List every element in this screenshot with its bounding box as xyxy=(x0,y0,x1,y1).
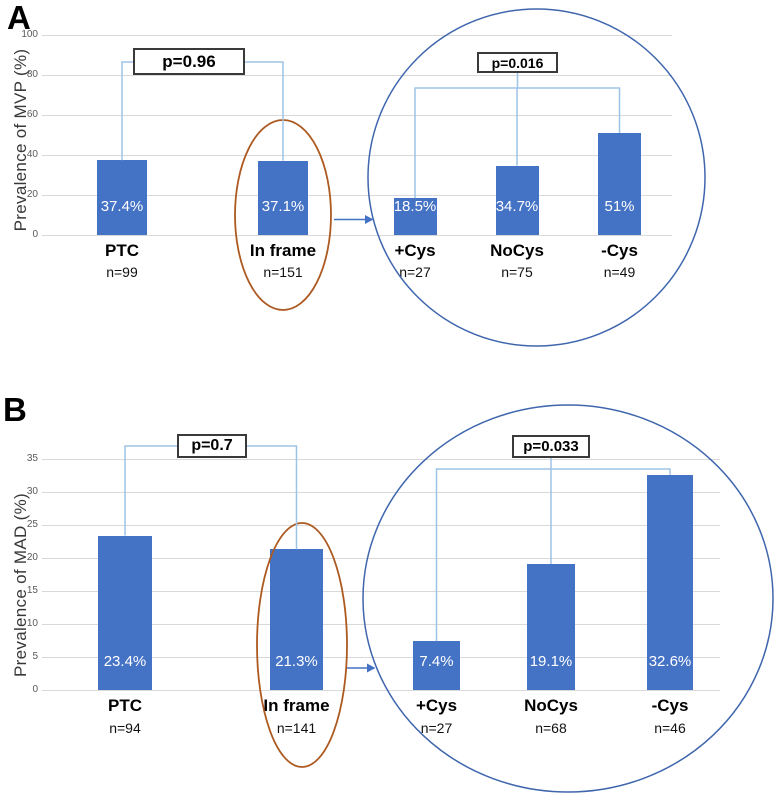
category-label-nocys: NoCys xyxy=(490,241,544,260)
y-tick-label: 80 xyxy=(26,69,38,80)
bar-ptc xyxy=(97,160,147,235)
category-label-ptc: PTC xyxy=(108,696,142,715)
bar-plus-cys xyxy=(413,641,460,690)
n-count-label-in-frame: n=151 xyxy=(263,264,303,280)
y-tick-label: 35 xyxy=(26,453,38,464)
category-label-plus-cys: +Cys xyxy=(394,241,436,260)
category-label-nocys: NoCys xyxy=(524,696,578,715)
p-value-box-b-ptc-vs-inframe: p=0.7 xyxy=(177,434,247,458)
p-value-box-a-cys-groups: p=0.016 xyxy=(477,52,558,73)
n-count-label-minus-cys: n=46 xyxy=(654,720,686,736)
significance-bracket xyxy=(414,73,621,198)
y-tick-label: 30 xyxy=(26,486,38,497)
gridline xyxy=(42,491,720,493)
gridline xyxy=(42,590,720,592)
y-tick-label: 0 xyxy=(32,684,38,695)
p-value-box-a-ptc-vs-inframe: p=0.96 xyxy=(133,48,245,75)
gridline xyxy=(42,114,672,116)
panel-a-letter: A xyxy=(7,0,31,36)
gridline xyxy=(42,689,720,691)
y-tick-label: 10 xyxy=(26,618,38,629)
cys-subgroup-circle-a xyxy=(367,8,706,347)
bar-value-label-minus-cys: 51% xyxy=(604,198,635,215)
bar-value-label-in-frame: 21.3% xyxy=(275,653,318,670)
y-tick-label: 40 xyxy=(26,149,38,160)
bar-nocys xyxy=(495,165,539,235)
gridline xyxy=(42,74,672,76)
n-count-label-nocys: n=68 xyxy=(535,720,567,736)
bar-value-label-nocys: 19.1% xyxy=(529,653,573,670)
category-label-plus-cys: +Cys xyxy=(415,696,458,715)
category-label-ptc: PTC xyxy=(105,241,139,260)
bar-minus-cys xyxy=(598,133,641,235)
gridline xyxy=(42,458,720,460)
significance-bracket xyxy=(121,61,284,161)
y-tick-label: 5 xyxy=(32,651,38,662)
n-count-label-plus-cys: n=27 xyxy=(420,720,453,736)
bar-value-label-ptc: 23.4% xyxy=(103,653,147,670)
n-count-label-nocys: n=75 xyxy=(501,264,533,280)
p-value-box-b-cys-groups: p=0.033 xyxy=(512,435,590,458)
bar-value-label-nocys: 34.7% xyxy=(495,198,539,215)
n-count-label-in-frame: n=141 xyxy=(276,720,317,736)
y-tick-label: 0 xyxy=(32,229,38,240)
bar-in-frame xyxy=(270,549,323,690)
bar-value-label-in-frame: 37.1% xyxy=(261,198,305,215)
bar-value-label-plus-cys: 7.4% xyxy=(419,653,454,670)
y-tick-label: 15 xyxy=(26,585,38,596)
bar-plus-cys xyxy=(393,198,437,235)
category-label-in-frame: In frame xyxy=(249,241,317,260)
gridline xyxy=(42,154,672,156)
n-count-label-plus-cys: n=27 xyxy=(399,264,431,280)
bar-value-label-plus-cys: 18.5% xyxy=(393,198,437,215)
arrowhead-icon xyxy=(365,215,374,224)
y-tick-label: 20 xyxy=(26,552,38,563)
gridline xyxy=(42,557,720,559)
significance-bracket xyxy=(435,458,671,642)
bar-minus-cys xyxy=(647,474,693,690)
n-count-label-ptc: n=99 xyxy=(106,264,138,280)
n-count-label-minus-cys: n=49 xyxy=(603,264,636,280)
bar-nocys xyxy=(527,563,575,690)
significance-bracket xyxy=(124,445,298,550)
category-label-minus-cys: -Cys xyxy=(651,696,689,715)
cys-subgroup-circle-b xyxy=(362,404,774,793)
y-tick-label: 20 xyxy=(26,189,38,200)
bar-value-label-ptc: 37.4% xyxy=(100,198,144,215)
category-label-minus-cys: -Cys xyxy=(601,241,638,260)
y-tick-label: 100 xyxy=(21,29,38,40)
y-tick-label: 60 xyxy=(26,109,38,120)
bar-value-label-minus-cys: 32.6% xyxy=(648,653,692,670)
gridline xyxy=(42,524,720,526)
gridline xyxy=(42,234,672,236)
arrowhead-icon xyxy=(367,663,376,673)
gridline xyxy=(42,623,720,625)
category-label-in-frame: In frame xyxy=(263,696,330,715)
panel-b-letter: B xyxy=(3,391,27,428)
gridline xyxy=(42,34,672,36)
n-count-label-ptc: n=94 xyxy=(109,720,141,736)
gridline xyxy=(42,656,720,658)
bar-ptc xyxy=(98,535,152,690)
in-frame-highlight-ellipse-b xyxy=(256,522,348,768)
y-tick-label: 25 xyxy=(26,519,38,530)
bar-in-frame xyxy=(258,160,308,235)
gridline xyxy=(42,194,672,196)
